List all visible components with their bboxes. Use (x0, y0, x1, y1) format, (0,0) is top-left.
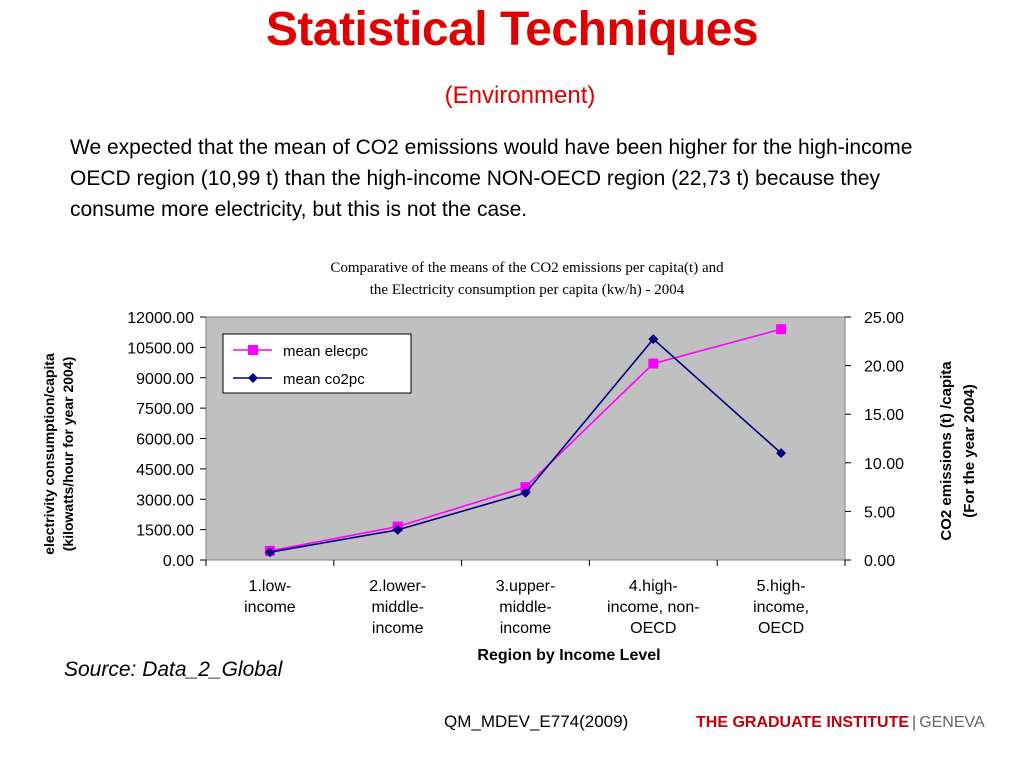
left-axis-tick-label: 1500.00 (136, 523, 194, 540)
x-category-label: 2.lower- (369, 578, 426, 595)
left-axis-tick-label: 10500.00 (127, 340, 194, 357)
slide-body-text: We expected that the mean of CO2 emissio… (70, 136, 913, 221)
x-category-label: 1.low- (249, 578, 292, 595)
y-axis-label-right-line-1: CO2 emissions (t) /capita (938, 361, 955, 541)
chart-legend: mean elecpc mean co2pc (222, 333, 412, 394)
x-category-label: income (500, 620, 552, 637)
chart-title-line-1: Comparative of the means of the CO2 emis… (330, 260, 724, 276)
chart-title-line-2: the Electricity consumption per capita (… (370, 282, 685, 298)
institute-logo: THE GRADUATE INSTITUTE | GENEVA (696, 714, 985, 732)
left-axis-tick-label: 4500.00 (136, 462, 194, 479)
right-axis-tick-label: 25.00 (864, 310, 904, 327)
data-point-elecpc (520, 482, 531, 493)
x-category-label: OECD (758, 620, 804, 637)
x-category-label: 3.upper- (496, 578, 556, 595)
y-axis-label-left-line-2: (kilowatts/hour for year 2004) (60, 357, 76, 552)
x-category-label: income, non- (607, 599, 700, 616)
y-axis-label-right-line-2: (For the year 2004) (961, 384, 978, 517)
left-axis-tick-label: 12000.00 (127, 310, 194, 327)
x-category-label: income, (753, 599, 809, 616)
data-point-co2pc (648, 334, 659, 345)
left-axis-tick-label: 0.00 (163, 553, 194, 570)
legend-co2pc-label: mean co2pc (283, 371, 365, 388)
x-axis-label: Region by Income Level (477, 647, 660, 664)
source-note: Source: Data_2_Global (64, 658, 283, 681)
logo-main-text: THE GRADUATE INSTITUTE (696, 714, 910, 731)
slide-subtitle: (Environment) (444, 82, 596, 109)
x-category-label: middle- (499, 599, 551, 616)
x-category-label: middle- (371, 599, 423, 616)
right-axis-tick-label: 5.00 (864, 504, 895, 521)
footer-course-code: QM_MDEV_E774(2009) (444, 712, 629, 731)
right-axis-tick-label: 15.00 (864, 407, 904, 424)
slide-title: Statistical Techniques (265, 3, 759, 56)
x-category-label: OECD (630, 620, 676, 637)
data-point-elecpc (648, 358, 659, 369)
logo-city-text: GENEVA (919, 714, 985, 731)
legend-elecpc-label: mean elecpc (283, 343, 369, 360)
data-point-co2pc (776, 448, 787, 459)
right-axis-tick-label: 20.00 (864, 359, 904, 376)
left-axis-tick-label: 9000.00 (136, 371, 194, 388)
left-axis-tick-label: 6000.00 (136, 432, 194, 449)
x-category-label: income (372, 620, 424, 637)
data-point-co2pc (264, 547, 275, 558)
left-axis-tick-label: 7500.00 (136, 401, 194, 418)
x-category-label: 5.high- (757, 578, 806, 595)
legend-co2pc-marker (248, 373, 258, 383)
right-axis-tick-label: 10.00 (864, 456, 904, 473)
logo-separator: | (912, 714, 917, 731)
data-point-co2pc (392, 524, 403, 535)
legend-elecpc-marker (248, 345, 258, 355)
x-category-label: income (244, 599, 296, 616)
x-category-label: 4.high- (629, 578, 678, 595)
data-point-elecpc (776, 324, 787, 335)
left-axis-tick-label: 3000.00 (136, 492, 194, 509)
data-point-co2pc (520, 487, 531, 498)
right-axis-tick-label: 0.00 (864, 553, 895, 570)
y-axis-label-left-line-1: electrivity consumption/capita (41, 353, 57, 555)
